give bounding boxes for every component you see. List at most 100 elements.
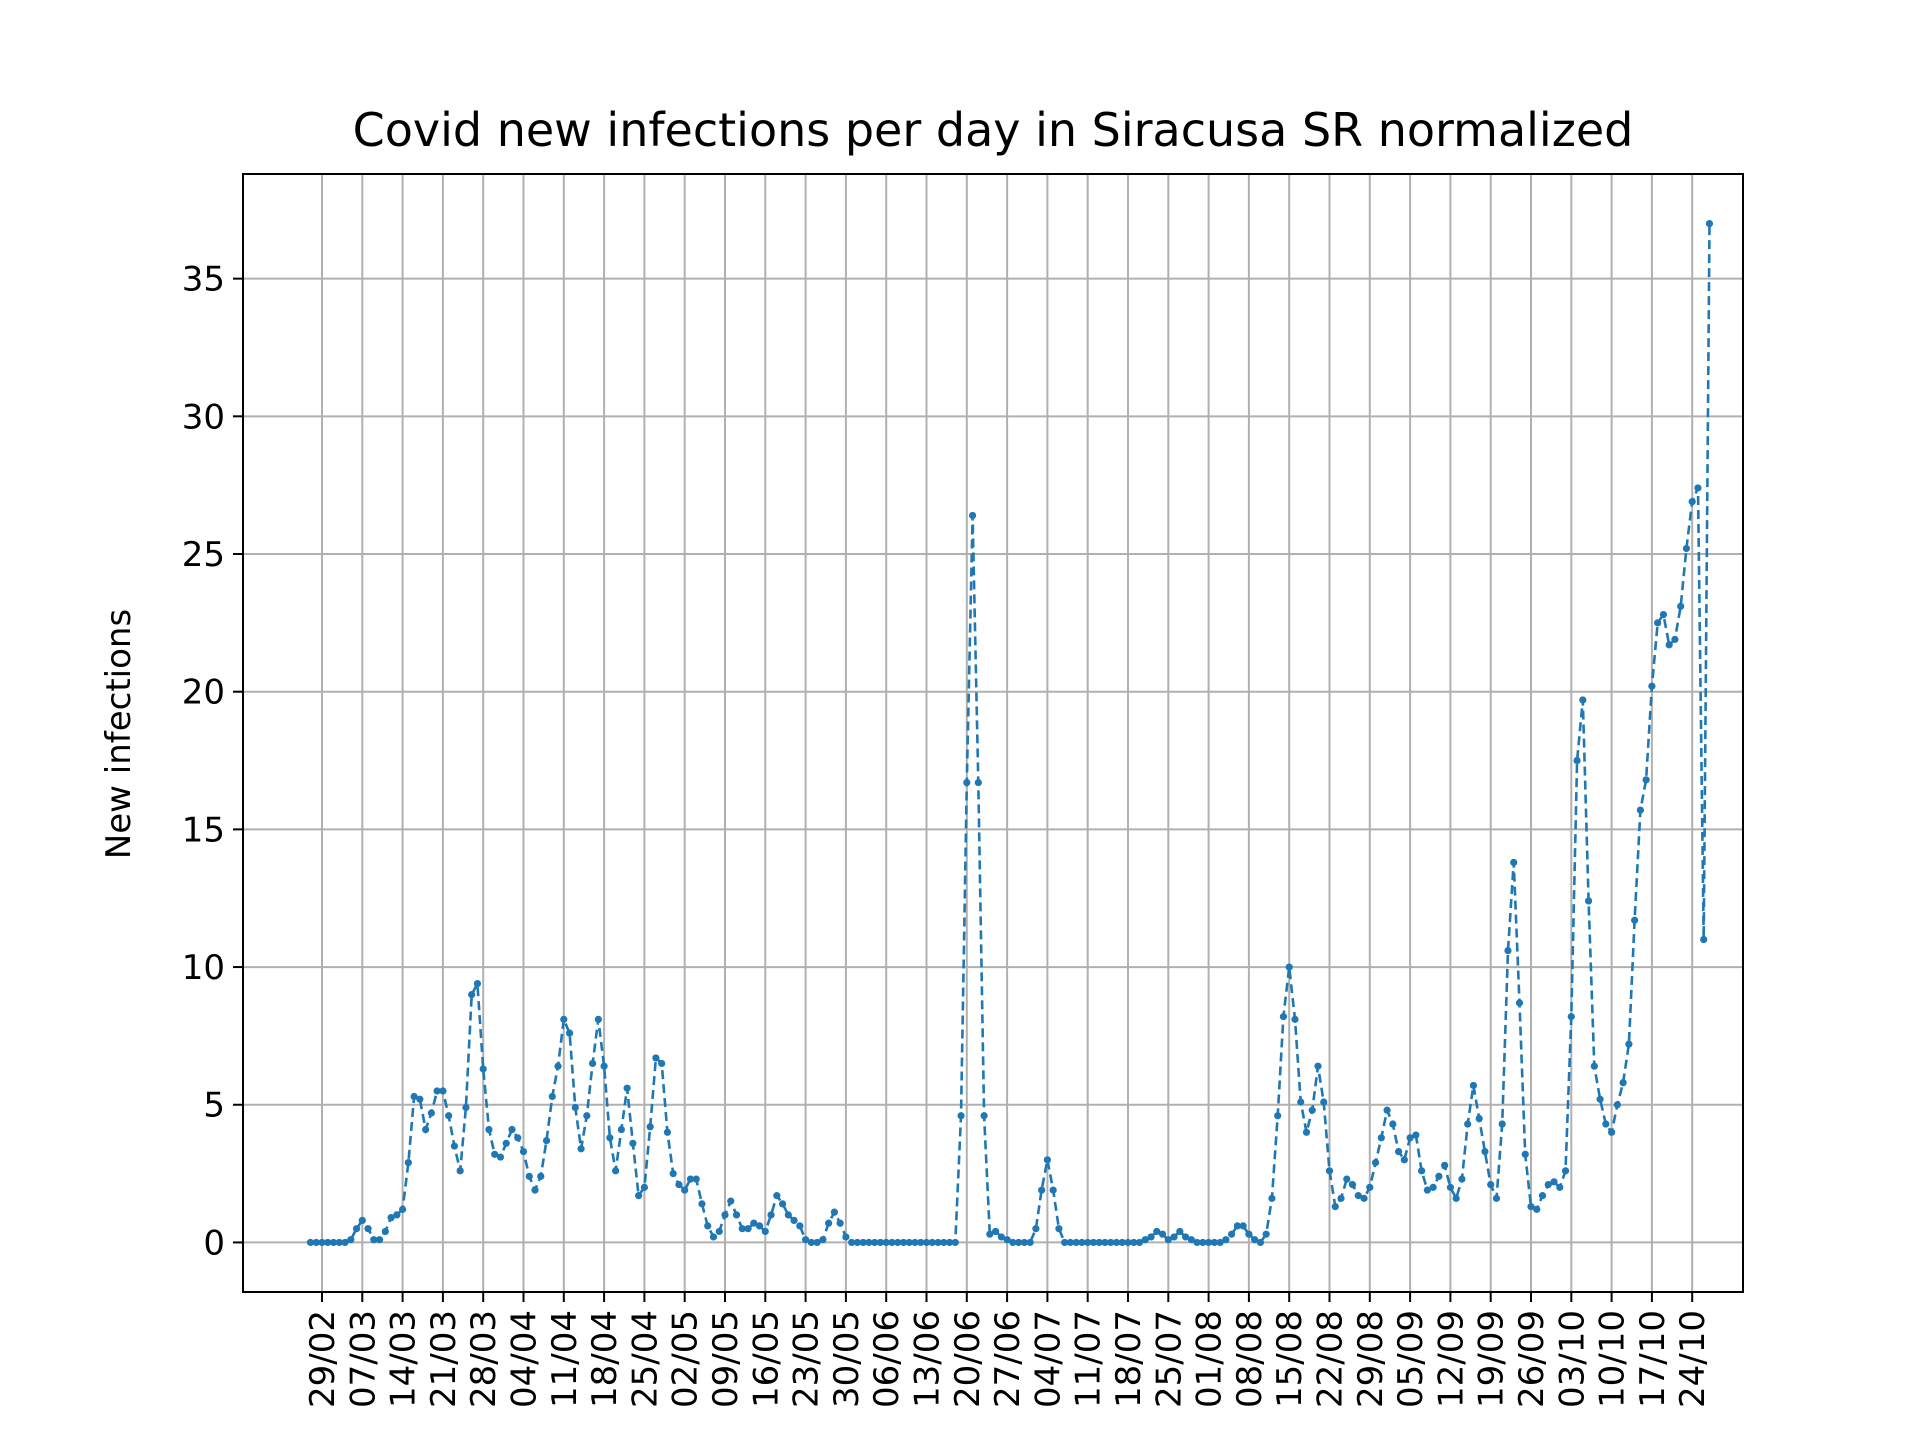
series-layer [306,219,1714,1247]
chart-title: Covid new infections per day in Siracusa… [353,103,1634,157]
data-point [473,979,482,988]
x-tick-label: 05/09 [1391,1310,1431,1408]
data-point [1216,1238,1224,1247]
data-point [1487,1181,1495,1189]
data-point [1510,858,1518,867]
data-point [836,1219,844,1227]
data-point [1619,1079,1627,1087]
data-point [957,1112,965,1120]
data-point [1613,1101,1621,1109]
data-point [375,1236,384,1244]
data-point [1469,1081,1478,1090]
data-point [404,1158,412,1167]
data-point [623,1084,631,1092]
data-point [1527,1203,1535,1211]
data-point [1671,635,1679,643]
data-point [686,1175,695,1183]
data-point [704,1222,712,1230]
data-point [1688,498,1696,506]
data-point [917,1238,925,1247]
data-point [709,1233,718,1241]
data-point [1210,1238,1218,1247]
data-point [1020,1238,1028,1247]
data-point [761,1227,769,1236]
data-point [1366,1183,1374,1191]
data-point [1590,1062,1598,1070]
data-point [612,1167,620,1175]
y-tick-label: 35 [182,260,225,300]
data-point [571,1103,579,1112]
data-point [1429,1183,1437,1191]
data-point [727,1197,735,1205]
data-point [600,1062,608,1070]
data-point [1579,696,1587,704]
x-tick-label: 10/10 [1593,1310,1633,1408]
data-point [1032,1225,1040,1233]
data-point [1400,1156,1408,1164]
data-point [1452,1194,1460,1202]
x-axis: 29/02 07/03 14/03 21/03 28/03 04/04 11/04 18/04… [303,1292,1713,1408]
data-point [565,1029,574,1037]
data-point [1383,1106,1391,1114]
data-point [675,1181,683,1189]
data-point [1089,1238,1098,1247]
data-point [871,1238,879,1247]
data-point [606,1134,614,1142]
data-point [1274,1112,1282,1120]
data-point [393,1211,401,1219]
y-tick-label: 15 [182,810,225,850]
data-point [980,1112,988,1120]
y-tick-label: 25 [182,535,225,575]
data-point [1107,1238,1115,1247]
data-point [1481,1147,1489,1156]
data-point [439,1087,447,1095]
data-point [617,1125,625,1134]
x-tick-label: 11/07 [1069,1310,1109,1408]
data-point [813,1238,821,1247]
data-point [652,1054,660,1062]
y-axis-label: New infections [99,609,139,859]
data-point [1009,1238,1017,1247]
data-point [842,1233,850,1241]
data-point [1078,1238,1086,1247]
data-point [1256,1238,1265,1247]
data-point [364,1225,372,1233]
x-tick-label: 09/05 [706,1310,746,1408]
data-point [1038,1186,1046,1194]
data-point [663,1128,672,1136]
y-tick-label: 0 [203,1223,225,1263]
y-tick-label: 20 [182,673,225,713]
data-point [491,1150,499,1158]
data-point [1314,1062,1322,1070]
data-point [588,1059,597,1068]
x-tick-label: 19/09 [1472,1310,1512,1408]
data-point [1308,1106,1316,1114]
data-point [1343,1175,1351,1183]
data-point [1631,916,1639,924]
data-point [1492,1194,1501,1202]
data-point [1682,544,1691,553]
data-point [1251,1236,1259,1244]
data-point [1538,1192,1547,1200]
data-point [1285,963,1293,971]
data-point [1222,1236,1230,1244]
data-point [1654,619,1662,627]
data-point [1066,1238,1075,1247]
data-point [894,1238,902,1247]
data-point [905,1238,913,1247]
x-tick-label: 17/10 [1633,1310,1673,1408]
data-point [1061,1238,1069,1247]
x-tick-label: 28/03 [464,1310,504,1408]
x-tick-label: 08/08 [1230,1310,1270,1408]
data-point [1279,1013,1288,1021]
data-point [825,1219,833,1227]
series-line [310,223,1711,1245]
data-point [778,1200,787,1208]
x-tick-label: 20/06 [948,1310,988,1408]
y-axis: 0 5 10 15 20 25 30 35 [182,260,243,1263]
data-point [922,1238,931,1247]
data-point [1584,897,1593,905]
data-point [635,1192,643,1200]
data-point [1158,1230,1167,1238]
data-point [819,1236,827,1244]
